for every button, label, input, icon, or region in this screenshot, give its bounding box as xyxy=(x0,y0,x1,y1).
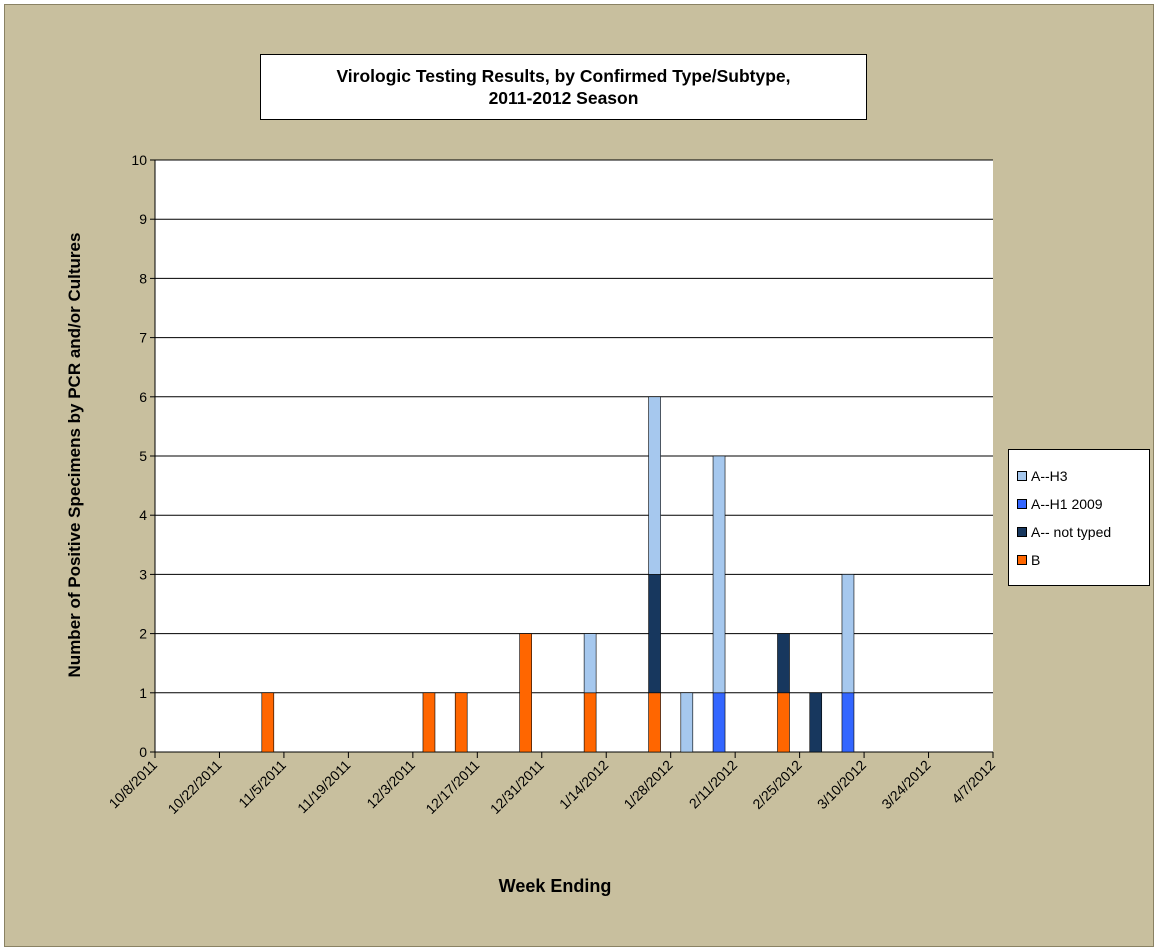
bar-b xyxy=(422,692,436,753)
legend-item: A--H3 xyxy=(1017,462,1149,490)
x-tick-label: 3/10/2012 xyxy=(814,757,870,813)
bar-a-h1-2009 xyxy=(712,692,726,753)
legend-item: B xyxy=(1017,546,1149,574)
y-tick-label: 1 xyxy=(139,685,147,701)
bar-b xyxy=(519,633,532,753)
x-tick-label: 11/19/2011 xyxy=(294,757,354,817)
chart-title: Virologic Testing Results, by Confirmed … xyxy=(260,54,867,120)
y-tick-label: 8 xyxy=(139,270,147,286)
bar-a-h3 xyxy=(680,692,694,753)
x-tick-label: 10/8/2011 xyxy=(105,757,160,812)
legend-swatch xyxy=(1017,471,1027,481)
legend-label: A-- not typed xyxy=(1031,524,1112,540)
legend-swatch xyxy=(1017,555,1027,565)
bar-a-not-typed xyxy=(777,633,790,694)
x-tick-label: 3/24/2012 xyxy=(878,757,934,813)
x-tick-label: 12/3/2011 xyxy=(363,757,418,812)
x-tick-label: 12/31/2011 xyxy=(487,757,547,817)
bar-b xyxy=(261,692,275,753)
bar-a-not-typed xyxy=(648,574,661,694)
legend-label: A--H1 2009 xyxy=(1031,496,1103,512)
x-tick-label: 12/17/2011 xyxy=(422,757,482,817)
x-tick-label: 11/5/2011 xyxy=(235,757,289,811)
bar-a-h3 xyxy=(712,455,726,694)
legend-label: B xyxy=(1031,552,1041,568)
x-tick-label: 2/11/2012 xyxy=(686,757,741,812)
x-tick-label: 2/25/2012 xyxy=(749,757,805,813)
x-axis-title: Week Ending xyxy=(498,876,612,896)
x-tick-label: 4/7/2012 xyxy=(948,757,998,807)
y-tick-label: 7 xyxy=(139,330,147,346)
x-tick-label: 1/14/2012 xyxy=(556,757,612,813)
y-tick-label: 4 xyxy=(139,507,147,523)
bar-b xyxy=(648,692,661,753)
bar-b xyxy=(777,692,790,753)
chart-title-line2: 2011-2012 Season xyxy=(488,88,639,108)
bar-a-h3 xyxy=(648,396,661,575)
chart-title-line1: Virologic Testing Results, by Confirmed … xyxy=(336,66,791,86)
bar-a-not-typed xyxy=(809,692,823,753)
y-tick-label: 10 xyxy=(131,152,147,168)
y-tick-label: 9 xyxy=(139,211,147,227)
legend-swatch xyxy=(1017,499,1027,509)
y-tick-label: 5 xyxy=(139,448,147,464)
bar-a-h3 xyxy=(583,633,597,694)
bar-a-h1-2009 xyxy=(841,692,855,753)
legend-label: A--H3 xyxy=(1031,468,1068,484)
x-tick-label: 10/22/2011 xyxy=(164,757,224,817)
y-tick-label: 2 xyxy=(139,626,147,642)
legend-swatch xyxy=(1017,527,1027,537)
y-tick-label: 6 xyxy=(139,389,147,405)
x-tick-label: 1/28/2012 xyxy=(620,757,676,813)
bar-b xyxy=(454,692,468,753)
legend-item: A-- not typed xyxy=(1017,518,1149,546)
y-tick-label: 3 xyxy=(139,566,147,582)
bar-b xyxy=(583,692,597,753)
y-tick-label: 0 xyxy=(139,744,147,760)
legend: A--H3 A--H1 2009 A-- not typed B xyxy=(1008,449,1150,586)
bar-a-h3 xyxy=(841,574,855,694)
y-axis-title: Number of Positive Specimens by PCR and/… xyxy=(65,232,84,678)
legend-item: A--H1 2009 xyxy=(1017,490,1149,518)
